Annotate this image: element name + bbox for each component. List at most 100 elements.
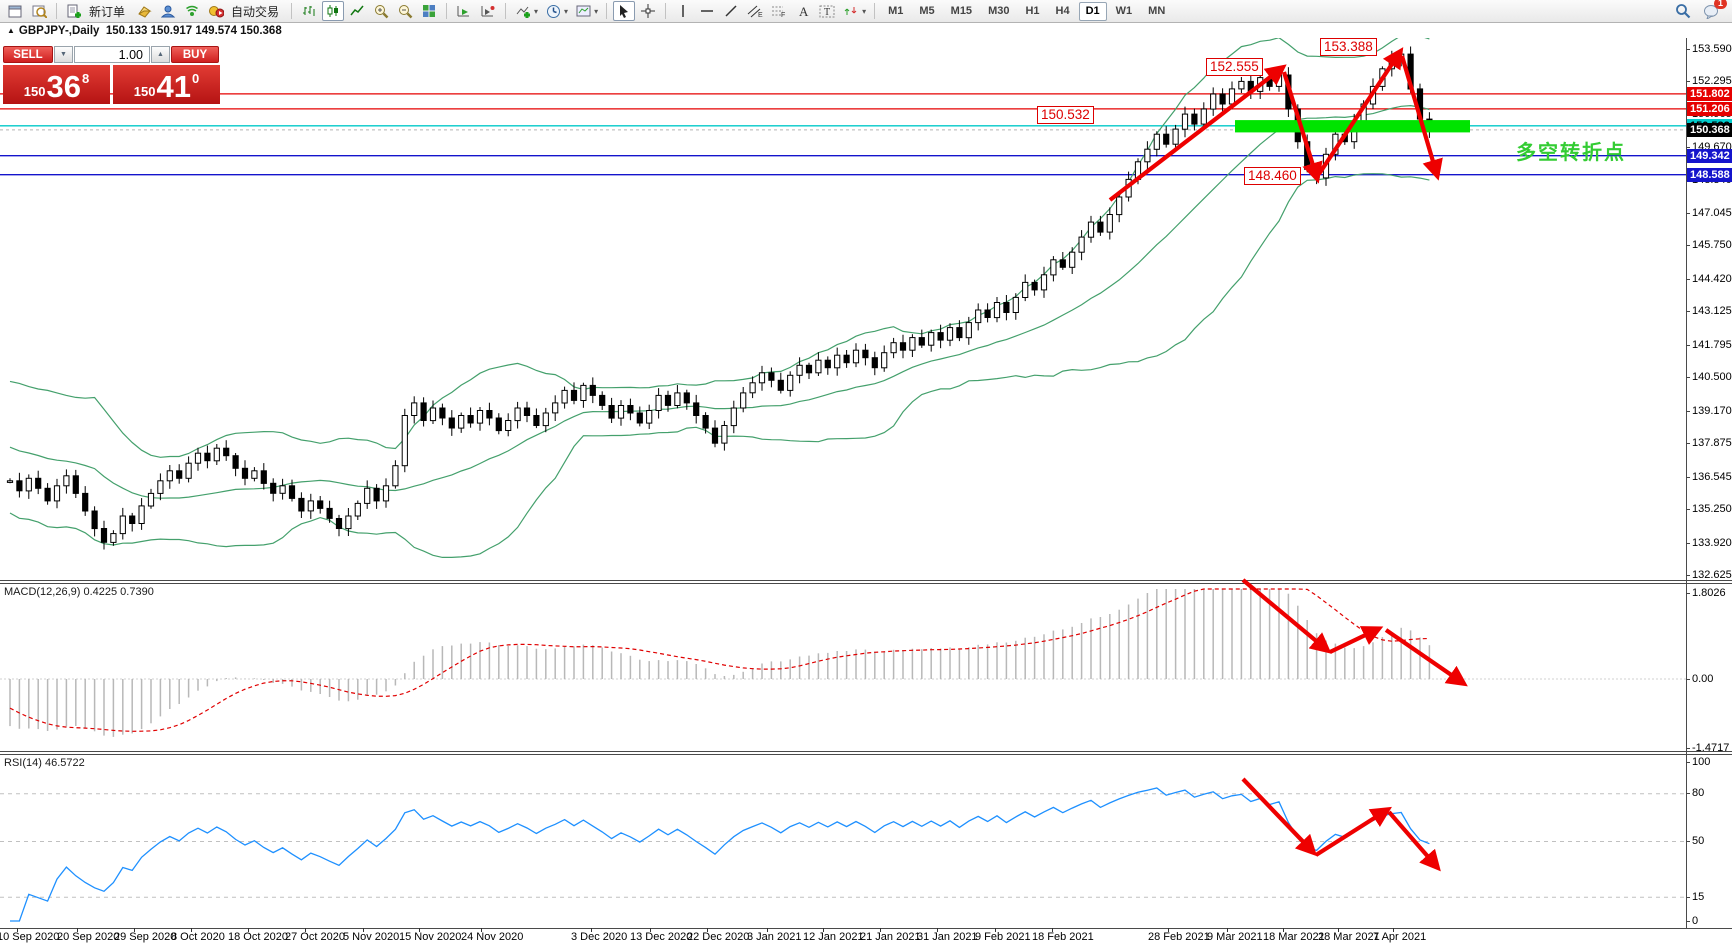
date-axis-tick [481, 928, 482, 932]
bar-chart-icon[interactable] [298, 1, 320, 21]
chart-shift-icon[interactable] [477, 1, 499, 21]
rsi-pane[interactable] [0, 755, 1686, 928]
price-axis-tick: 144.420 [1686, 273, 1732, 285]
volume-decrease-button[interactable]: ▼ [54, 46, 73, 63]
date-axis-label: 28 Mar 2021 [1318, 931, 1380, 943]
text-tool-icon[interactable]: A [792, 1, 814, 21]
date-axis-label: 5 Nov 2020 [343, 931, 400, 943]
date-axis-label: 7 Apr 2021 [1373, 931, 1427, 943]
price-axis-tick: 147.045 [1686, 207, 1732, 219]
volume-input[interactable]: 1.00 [74, 46, 150, 63]
template-dropdown-caret[interactable]: ▾ [594, 6, 599, 16]
cursor-tool-icon[interactable] [613, 1, 636, 21]
buy-button[interactable]: BUY [171, 46, 219, 63]
timeframe-button-H4[interactable]: H4 [1055, 4, 1070, 17]
auto-trading-label[interactable]: 自动交易 [231, 4, 280, 19]
horizontal-line-tool-icon[interactable] [696, 1, 718, 21]
pane-divider[interactable] [0, 580, 1732, 581]
sell-price-panel[interactable]: 150 36 8 [3, 65, 110, 104]
period-clock-icon[interactable] [542, 1, 564, 21]
new-order-label[interactable]: 新订单 [89, 4, 126, 19]
date-axis-label: 10 Sep 2020 [0, 931, 60, 943]
date-axis-label: 3 Dec 2020 [571, 931, 628, 943]
rsi-axis-tick: 100 [1685, 756, 1711, 768]
price-axis-tick: 140.500 [1686, 371, 1732, 383]
new-order-icon[interactable] [63, 1, 85, 21]
crosshair-tool-icon[interactable] [637, 1, 659, 21]
price-level-label: 149.342 [1687, 149, 1732, 163]
date-axis-tick [1393, 928, 1394, 932]
timeframe-button-H1[interactable]: H1 [1025, 4, 1040, 17]
vertical-line-tool-icon[interactable] [672, 1, 694, 21]
macd-pane[interactable] [0, 584, 1686, 751]
line-chart-icon[interactable] [346, 1, 368, 21]
date-axis-label: 28 Feb 2021 [1148, 931, 1210, 943]
arrows-dropdown-caret[interactable]: ▾ [862, 6, 867, 16]
rsi-axis-tick: 0 [1685, 915, 1699, 927]
zoom-in-icon[interactable] [370, 1, 392, 21]
indicator-dropdown-caret[interactable]: ▾ [534, 6, 539, 16]
date-axis-tick [1052, 928, 1053, 932]
period-dropdown-caret[interactable]: ▾ [564, 6, 569, 16]
price-chart-pane[interactable] [0, 38, 1686, 580]
template-icon[interactable] [572, 1, 594, 21]
date-axis-tick [363, 928, 364, 932]
date-axis-label: 18 Mar 2021 [1263, 931, 1325, 943]
channel-tool-icon[interactable]: E [744, 1, 766, 21]
fibonacci-tool-icon[interactable]: F [768, 1, 790, 21]
price-callout[interactable]: 153.388 [1320, 38, 1377, 56]
svg-text:E: E [758, 12, 763, 18]
new-window-icon[interactable] [4, 1, 26, 21]
price-axis-tick: 141.795 [1686, 339, 1732, 351]
pane-divider[interactable] [0, 751, 1732, 752]
sell-button[interactable]: SELL [3, 46, 53, 63]
symbol-expand-icon[interactable]: ▲ [7, 26, 15, 35]
timeframe-button-D1[interactable]: D1 [1078, 1, 1107, 21]
add-indicator-icon[interactable] [512, 1, 534, 21]
rsi-axis-tick: 15 [1685, 891, 1705, 903]
price-callout[interactable]: 150.532 [1037, 106, 1094, 124]
price-callout[interactable]: 152.555 [1206, 58, 1263, 76]
zoom-out-icon[interactable] [394, 1, 416, 21]
trendline-tool-icon[interactable] [720, 1, 742, 21]
bull-bear-note: 多空转折点 [1516, 142, 1626, 164]
candlestick-chart-icon[interactable] [322, 1, 345, 21]
auto-trading-icon[interactable] [205, 1, 227, 21]
timeframe-button-M30[interactable]: M30 [988, 4, 1010, 17]
date-axis-tick [1283, 928, 1284, 932]
search-icon[interactable] [1672, 1, 1694, 21]
history-icon[interactable] [133, 1, 155, 21]
arrows-tool-icon[interactable] [840, 1, 862, 21]
tile-windows-icon[interactable] [418, 1, 440, 21]
community-icon[interactable] [157, 1, 179, 21]
volume-increase-button[interactable]: ▲ [151, 46, 170, 63]
separator [874, 3, 876, 19]
timeframe-button-M5[interactable]: M5 [919, 4, 935, 17]
timeframe-button-W1[interactable]: W1 [1115, 4, 1133, 17]
timeframe-button-M1[interactable]: M1 [888, 4, 904, 17]
svg-text:A: A [799, 4, 809, 18]
market-watch-icon[interactable] [28, 1, 50, 21]
price-axis-tick: 145.750 [1686, 239, 1732, 251]
notifications-icon[interactable]: 1 [1700, 0, 1727, 21]
date-axis-tick [1227, 928, 1228, 932]
signal-icon[interactable] [181, 1, 203, 21]
auto-scroll-icon[interactable] [453, 1, 475, 21]
timeframe-button-MN[interactable]: MN [1148, 4, 1166, 17]
price-level-label: 148.588 [1687, 168, 1732, 182]
price-callout[interactable]: 148.460 [1244, 167, 1301, 185]
date-axis-tick [707, 928, 708, 932]
price-axis-tick: 135.250 [1686, 503, 1732, 515]
macd-label: MACD(12,26,9) 0.4225 0.7390 [4, 586, 154, 598]
svg-text:T: T [824, 7, 830, 18]
date-axis-label: 22 Dec 2020 [687, 931, 750, 943]
buy-price-panel[interactable]: 150 41 0 [113, 65, 220, 104]
price-axis-tick: 143.125 [1686, 305, 1732, 317]
macd-axis-tick: 0.00 [1685, 673, 1714, 685]
timeframe-button-M15[interactable]: M15 [950, 4, 973, 17]
bid-price-label: 150.368 [1687, 123, 1732, 137]
macd-axis-tick: -1.4717 [1685, 742, 1730, 754]
separator [606, 3, 608, 19]
text-label-tool-icon[interactable]: T [816, 1, 838, 21]
